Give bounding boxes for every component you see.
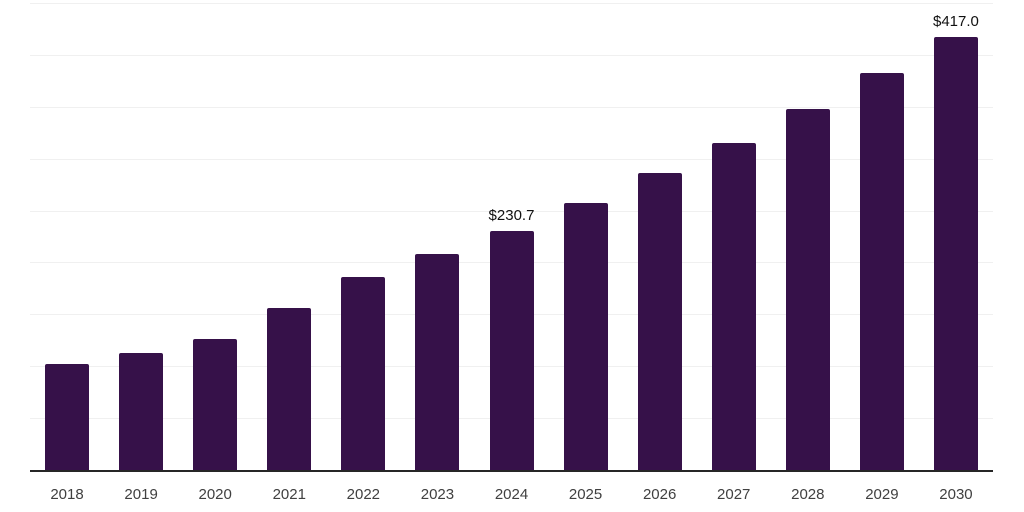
x-tick-label-2024: 2024 [494,486,529,503]
bar-2029 [859,72,904,470]
x-tick-label-2021: 2021 [272,486,306,503]
data-label-2030: $417.0 [933,13,979,31]
x-axis-line [30,470,993,472]
bar-2025 [563,202,608,470]
gridline-350 [30,106,993,108]
bar-2021 [267,307,312,470]
bar-2022 [341,277,386,470]
gridline-300 [30,158,993,160]
x-tick-label-2028: 2028 [791,486,825,503]
bar-2024 [489,230,534,470]
bar-2027 [711,143,756,470]
x-tick-label-2027: 2027 [717,486,751,503]
bar-2026 [637,173,682,470]
gridline-400 [30,54,993,56]
x-tick-label-2030: 2030 [939,486,973,503]
bar-2020 [193,339,238,470]
x-tick-label-2026: 2026 [642,486,677,503]
x-tick-label-2023: 2023 [420,486,455,503]
x-tick-label-2020: 2020 [198,486,232,503]
gridline-450 [30,3,993,4]
bar-2028 [785,109,830,470]
bar-2018 [45,363,90,470]
x-tick-label-2019: 2019 [124,486,158,503]
gridline-250 [30,210,993,212]
x-tick-label-2025: 2025 [568,486,603,503]
data-label-2024: $230.7 [488,206,535,224]
x-tick-label-2029: 2029 [865,486,899,503]
x-tick-label-2022: 2022 [346,486,381,503]
x-tick-label-2018: 2018 [50,486,84,503]
bar-2030 [933,37,978,470]
bar-2019 [119,352,164,470]
bar-2023 [415,254,460,470]
